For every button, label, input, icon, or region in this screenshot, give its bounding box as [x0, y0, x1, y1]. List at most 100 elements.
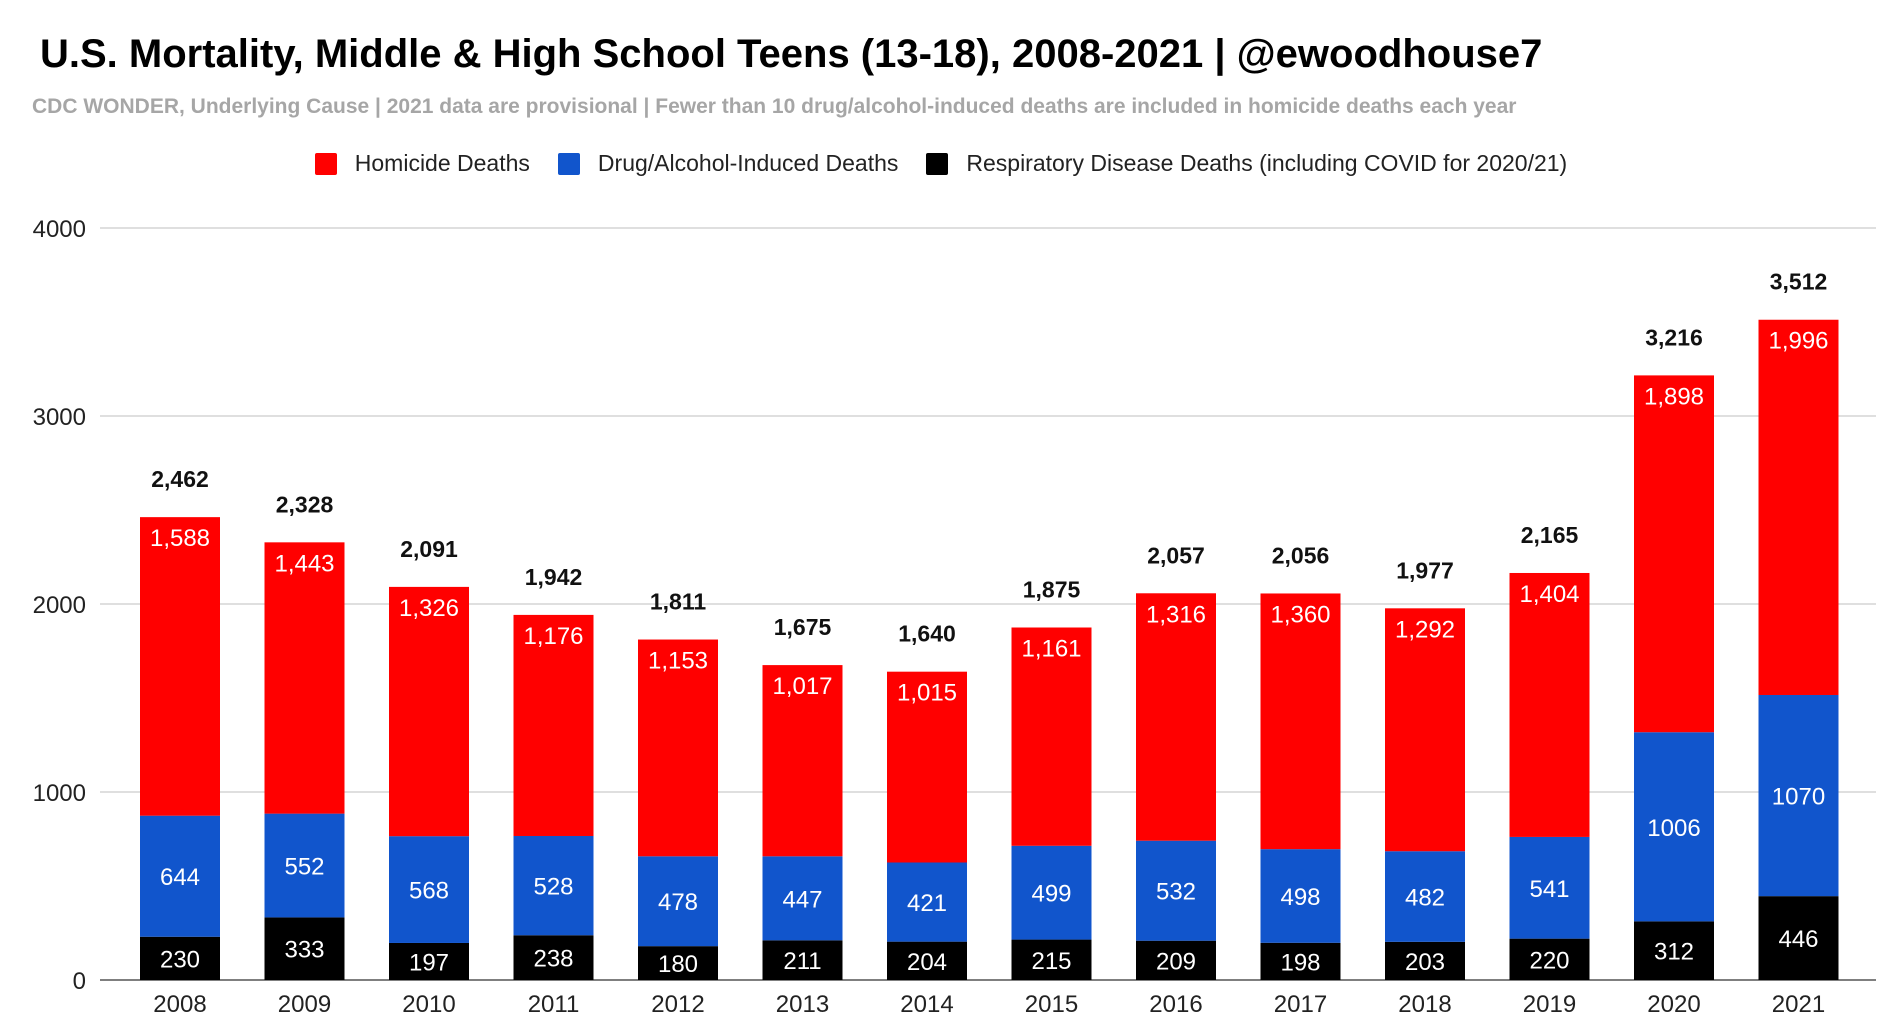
bar-segment-drug-alcohol-induced-deaths — [1011, 845, 1092, 940]
data-label: 1,316 — [1146, 601, 1206, 628]
data-label: 1,161 — [1021, 636, 1081, 663]
total-label: 1,977 — [1396, 557, 1454, 583]
bar-segment-respiratory-disease-deaths-including-covid-for-2020-21 — [638, 946, 718, 980]
x-tick-label: 2015 — [1025, 991, 1078, 1018]
bar-segment-homicide-deaths — [1385, 608, 1465, 852]
data-label: 203 — [1405, 949, 1445, 976]
bar-segment-homicide-deaths — [140, 517, 220, 816]
total-label: 2,328 — [276, 491, 334, 517]
legend-item-homicide-deaths: Homicide Deaths — [314, 150, 530, 177]
bar-segment-homicide-deaths — [762, 665, 843, 857]
bar-segment-drug-alcohol-induced-deaths — [887, 862, 967, 942]
data-label: 1,017 — [772, 673, 832, 700]
data-label: 1,588 — [150, 525, 210, 552]
x-tick-label: 2019 — [1523, 991, 1576, 1018]
data-label: 447 — [782, 886, 822, 913]
x-tick-label: 2014 — [900, 991, 953, 1018]
data-label: 1,176 — [523, 623, 583, 650]
bar-segment-homicide-deaths — [1758, 319, 1839, 695]
data-label: 211 — [783, 948, 821, 975]
bar-segment-homicide-deaths — [638, 639, 718, 857]
bar-segment-homicide-deaths — [1634, 375, 1714, 733]
x-tick-label: 2021 — [1772, 991, 1825, 1018]
bar-segment-respiratory-disease-deaths-including-covid-for-2020-21 — [762, 940, 843, 980]
bar-segment-respiratory-disease-deaths-including-covid-for-2020-21 — [389, 942, 469, 980]
bar-segment-drug-alcohol-induced-deaths — [513, 835, 594, 936]
total-label: 3,512 — [1770, 269, 1828, 295]
data-label: 568 — [409, 878, 449, 905]
data-label: 333 — [284, 937, 324, 964]
bar-segment-homicide-deaths — [389, 586, 469, 837]
total-label: 1,875 — [1023, 577, 1081, 603]
x-tick-label: 2012 — [651, 991, 704, 1018]
bar-segment-homicide-deaths — [1509, 572, 1590, 837]
legend-label: Drug/Alcohol-Induced Deaths — [597, 150, 899, 176]
x-tick-label: 2020 — [1647, 991, 1700, 1018]
bars — [140, 319, 1839, 980]
total-label: 2,056 — [1272, 542, 1330, 568]
x-tick-label: 2017 — [1274, 991, 1327, 1018]
data-label: 1,326 — [399, 595, 459, 622]
bar-segment-drug-alcohol-induced-deaths — [140, 815, 220, 937]
data-label: 230 — [160, 946, 200, 973]
data-label: 478 — [658, 889, 698, 916]
bar-segment-drug-alcohol-induced-deaths — [389, 836, 469, 943]
data-label: 198 — [1280, 949, 1320, 976]
legend-swatch — [314, 152, 337, 175]
total-label: 3,216 — [1645, 324, 1703, 350]
x-tick-label: 2013 — [776, 991, 829, 1018]
data-label: 1,360 — [1270, 601, 1330, 628]
data-label: 498 — [1280, 884, 1320, 911]
data-label: 552 — [284, 854, 324, 881]
bar-segment-homicide-deaths — [1260, 593, 1341, 850]
data-label: 532 — [1156, 879, 1196, 906]
bar-segment-respiratory-disease-deaths-including-covid-for-2020-21 — [1260, 942, 1341, 980]
bar-segment-homicide-deaths — [1136, 593, 1216, 841]
bar-segment-drug-alcohol-induced-deaths — [1260, 849, 1341, 943]
bar-segment-homicide-deaths — [887, 671, 967, 863]
bar-segment-respiratory-disease-deaths-including-covid-for-2020-21 — [1136, 940, 1216, 980]
axis-labels: 0 1000 2000 3000 4000 2008 2009 2010 2011 2012 201… — [33, 216, 1826, 1018]
data-label: 421 — [907, 890, 947, 917]
legend-swatch — [926, 152, 949, 175]
total-label: 1,675 — [774, 614, 832, 640]
data-label: 528 — [533, 874, 573, 901]
legend-label: Homicide Deaths — [354, 150, 530, 176]
bar-segment-respiratory-disease-deaths-including-covid-for-2020-21 — [264, 917, 345, 980]
data-label: 1070 — [1772, 784, 1825, 811]
data-label: 312 — [1654, 939, 1694, 966]
y-tick-label: 0 — [73, 968, 86, 995]
bar-segment-homicide-deaths — [513, 614, 594, 836]
legend: Homicide Deaths Drug/Alcohol-Induced Deat… — [0, 150, 1882, 181]
bar-segment-drug-alcohol-induced-deaths — [1136, 840, 1216, 941]
bar-segment-drug-alcohol-induced-deaths — [638, 856, 718, 947]
data-label: 482 — [1405, 885, 1445, 912]
x-tick-label: 2018 — [1398, 991, 1451, 1018]
x-tick-label: 2009 — [278, 991, 331, 1018]
data-label: 1,898 — [1644, 383, 1704, 410]
total-label: 2,091 — [400, 536, 458, 562]
bar-segment-respiratory-disease-deaths-including-covid-for-2020-21 — [140, 936, 220, 980]
bar-segment-homicide-deaths — [264, 542, 345, 814]
bar-segment-drug-alcohol-induced-deaths — [1509, 836, 1590, 939]
legend-label: Respiratory Disease Deaths (including CO… — [966, 150, 1568, 176]
total-label: 2,462 — [151, 466, 209, 492]
bar-segment-drug-alcohol-induced-deaths — [1634, 732, 1714, 922]
bar-segment-drug-alcohol-induced-deaths — [1385, 851, 1465, 942]
x-tick-label: 2016 — [1149, 991, 1202, 1018]
chart-subtitle: CDC WONDER, Underlying Cause | 2021 data… — [32, 95, 1517, 118]
total-label: 2,165 — [1521, 522, 1579, 548]
bar-segment-homicide-deaths — [1011, 627, 1092, 846]
chart-title: U.S. Mortality, Middle & High School Tee… — [40, 32, 1543, 76]
data-label: 1,996 — [1768, 328, 1828, 355]
bar-segment-respiratory-disease-deaths-including-covid-for-2020-21 — [1385, 941, 1465, 980]
data-label: 541 — [1529, 876, 1569, 903]
data-labels: 230 644 1,588 2,462 333 552 1,443 2,328 197 568 1,… — [150, 269, 1829, 978]
y-tick-label: 1000 — [33, 780, 86, 807]
data-label: 644 — [160, 864, 200, 891]
data-label: 446 — [1778, 926, 1818, 953]
bar-segment-drug-alcohol-induced-deaths — [1758, 694, 1839, 897]
x-tick-label: 2010 — [402, 991, 455, 1018]
data-label: 215 — [1031, 948, 1071, 975]
